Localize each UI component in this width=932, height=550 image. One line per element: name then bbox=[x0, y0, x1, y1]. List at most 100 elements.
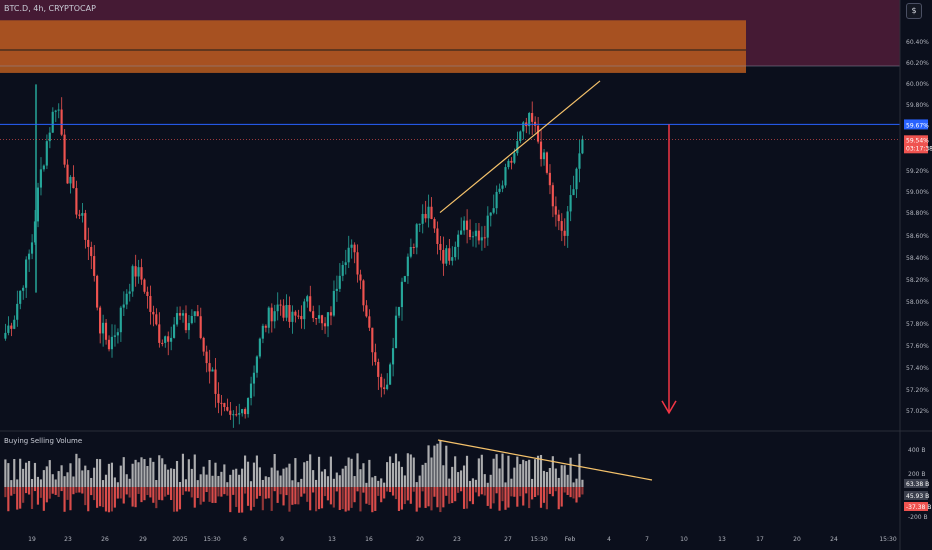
candle-body bbox=[504, 167, 507, 186]
candle-body bbox=[116, 332, 119, 336]
candle bbox=[285, 294, 288, 322]
volume-bar-buy bbox=[54, 479, 57, 487]
candle-body bbox=[341, 265, 344, 276]
candle bbox=[270, 303, 273, 333]
volume-bar-sell bbox=[113, 487, 116, 508]
candle bbox=[362, 279, 365, 312]
volume-bar-buy bbox=[326, 476, 330, 487]
candle-body bbox=[273, 311, 276, 322]
candle-body bbox=[578, 153, 581, 169]
candle-body bbox=[329, 312, 332, 316]
volume-bar-sell bbox=[19, 487, 22, 509]
candle bbox=[223, 402, 226, 412]
volume-bar-sell bbox=[75, 487, 78, 493]
candle bbox=[415, 222, 418, 255]
candle-body bbox=[164, 336, 167, 343]
candle bbox=[249, 376, 253, 406]
volume-bar-sell bbox=[457, 487, 460, 493]
candle-body bbox=[309, 296, 312, 312]
candle bbox=[489, 212, 492, 227]
volume-bar-sell bbox=[107, 487, 111, 513]
volume-bar-buy bbox=[439, 440, 442, 487]
candle bbox=[143, 278, 146, 294]
candle-body bbox=[4, 332, 7, 339]
volume-bar-sell bbox=[344, 487, 347, 512]
candle-body bbox=[462, 220, 466, 231]
volume-bar-sell bbox=[312, 487, 315, 493]
volume-bar-buy bbox=[560, 465, 563, 487]
time-axis-tick: 17 bbox=[756, 536, 764, 543]
volume-bar-buy bbox=[386, 462, 389, 487]
candle bbox=[335, 275, 338, 302]
volume-bar-sell bbox=[229, 487, 232, 513]
currency-button[interactable]: $ bbox=[906, 3, 922, 19]
volume-bar-buy bbox=[519, 464, 522, 487]
symbol-title: BTC.D, 4h, CRYPTOCAP bbox=[4, 4, 96, 13]
volume-bar-sell bbox=[489, 487, 492, 509]
candle bbox=[140, 258, 143, 285]
volume-bar-sell bbox=[454, 487, 457, 502]
volume-bar-sell bbox=[208, 487, 211, 502]
candle bbox=[374, 343, 377, 366]
volume-bar-sell bbox=[98, 487, 102, 507]
time-axis-tick: 9 bbox=[280, 536, 284, 543]
volume-bar-sell bbox=[270, 487, 273, 511]
volume-bar-sell bbox=[525, 487, 528, 494]
volume-bar-sell bbox=[10, 487, 13, 496]
candle-body bbox=[137, 267, 140, 277]
candle bbox=[403, 275, 406, 283]
volume-bar-sell bbox=[507, 487, 510, 508]
candle bbox=[146, 286, 149, 309]
volume-bar-sell bbox=[323, 487, 327, 497]
volume-bar-sell bbox=[513, 487, 516, 497]
volume-bar-buy bbox=[430, 457, 433, 487]
volume-bar-sell bbox=[36, 487, 40, 505]
volume-bar-buy bbox=[81, 470, 84, 487]
candle-body bbox=[297, 315, 300, 317]
volume-bar-sell bbox=[226, 487, 229, 496]
volume-bar-buy bbox=[460, 470, 463, 487]
volume-bar-sell bbox=[202, 487, 205, 502]
candle-body bbox=[128, 291, 131, 294]
candle bbox=[486, 206, 489, 246]
volume-bar-buy bbox=[474, 479, 477, 487]
volume-bar-sell bbox=[125, 487, 128, 495]
candle bbox=[202, 336, 205, 356]
volume-bar-buy bbox=[297, 482, 300, 487]
volume-bar-sell bbox=[498, 487, 501, 511]
volume-bar-buy bbox=[63, 476, 66, 487]
candle-body bbox=[365, 305, 368, 317]
candle bbox=[536, 117, 540, 144]
candle-body bbox=[208, 363, 211, 372]
candle-body bbox=[533, 121, 537, 126]
price-axis-tick: 58.20% bbox=[906, 277, 929, 284]
candle bbox=[75, 180, 78, 219]
volume-bar-sell bbox=[578, 487, 581, 498]
candle-body bbox=[202, 337, 205, 352]
candle-body bbox=[501, 185, 504, 189]
candle bbox=[516, 131, 519, 156]
candle bbox=[243, 407, 247, 419]
volume-bar-sell bbox=[255, 487, 258, 499]
candle-body bbox=[45, 141, 48, 166]
candle-body bbox=[193, 311, 196, 316]
candle bbox=[350, 239, 353, 259]
candle-body bbox=[246, 398, 250, 415]
volume-bar-sell bbox=[243, 487, 247, 494]
volume-bar-buy bbox=[249, 481, 253, 487]
volume-label: -37.38 B bbox=[906, 504, 931, 511]
candle-body bbox=[13, 319, 16, 329]
volume-bar-buy bbox=[243, 455, 247, 487]
candle bbox=[312, 305, 315, 323]
volume-bar-sell bbox=[394, 487, 398, 500]
volume-bar-buy bbox=[294, 458, 297, 487]
volume-bar-buy bbox=[388, 456, 392, 487]
candle-body bbox=[300, 316, 303, 320]
candle bbox=[510, 157, 513, 170]
candle-body bbox=[332, 290, 335, 316]
candle bbox=[39, 157, 42, 196]
volume-label: 63.38 B bbox=[906, 481, 929, 488]
candle bbox=[16, 290, 19, 327]
volume-label-bg bbox=[904, 479, 928, 488]
